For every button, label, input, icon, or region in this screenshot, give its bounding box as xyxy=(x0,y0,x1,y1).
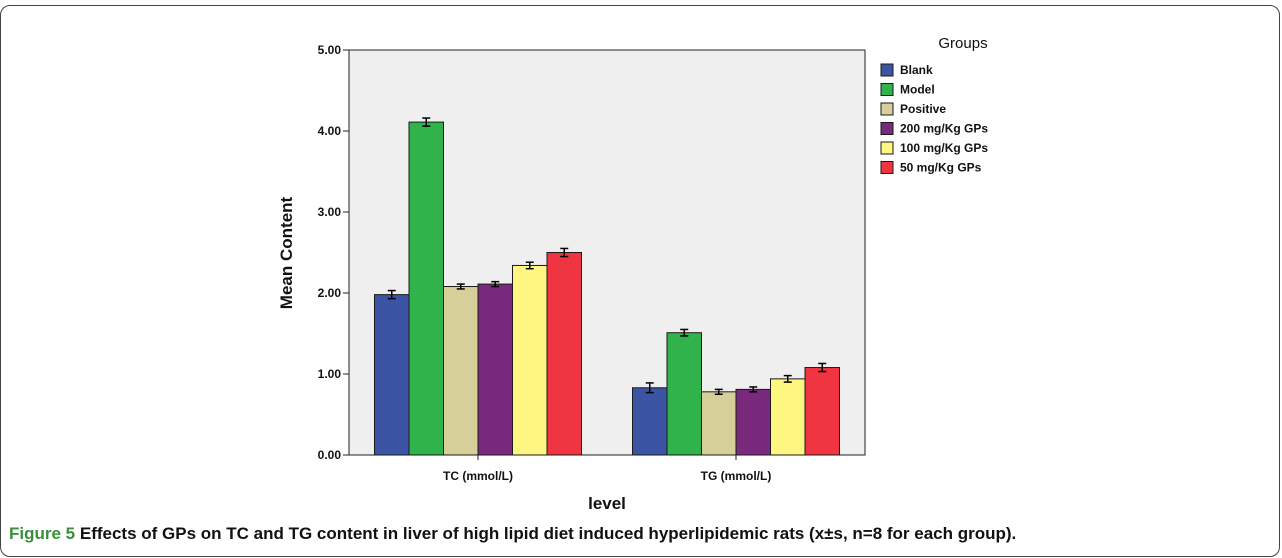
legend-swatch xyxy=(880,83,894,96)
legend-label: 50 mg/Kg GPs xyxy=(900,161,982,175)
legend-swatch xyxy=(880,122,894,135)
bar xyxy=(632,387,668,456)
bar xyxy=(512,264,548,456)
legend-label: Blank xyxy=(900,63,933,77)
y-axis: 0.00 1.00 2.00 3.00 4.00 5.00 xyxy=(318,43,349,462)
y-tick-label: 2.00 xyxy=(318,286,342,300)
x-tick-label: TC (mmol/L) xyxy=(443,469,513,483)
bar xyxy=(701,391,737,456)
x-axis: TC (mmol/L) TG (mmol/L) xyxy=(443,455,771,483)
y-tick-label: 0.00 xyxy=(318,448,342,462)
y-tick-label: 1.00 xyxy=(318,367,342,381)
bar-chart: 0.00 1.00 2.00 3.00 4.00 5.00 TC (mmol/L) TG (… xyxy=(277,35,988,513)
legend-label: 100 mg/Kg GPs xyxy=(900,141,988,155)
y-axis-label: Mean Content xyxy=(277,196,296,309)
y-tick-label: 4.00 xyxy=(318,124,342,138)
bar xyxy=(735,388,771,456)
bar xyxy=(546,252,582,456)
legend: Groups Blank Model Positive 200 mg/Kg GPs 10… xyxy=(880,35,988,175)
legend-swatch xyxy=(880,141,894,155)
bar xyxy=(477,283,513,456)
x-axis-label: level xyxy=(588,494,626,513)
y-tick-label: 5.00 xyxy=(318,43,342,57)
legend-swatch xyxy=(880,102,894,116)
bar xyxy=(374,294,410,456)
legend-label: Model xyxy=(900,83,935,97)
figure-frame: 0.00 1.00 2.00 3.00 4.00 5.00 TC (mmol/L) TG (… xyxy=(0,5,1280,557)
legend-label: Positive xyxy=(900,102,946,116)
bar xyxy=(408,121,444,456)
legend-label: 200 mg/Kg GPs xyxy=(900,122,988,136)
x-tick-label: TG (mmol/L) xyxy=(701,469,772,483)
caption-label: Figure 5 xyxy=(9,524,76,543)
bar xyxy=(666,332,702,456)
bars-group xyxy=(374,117,840,456)
bar xyxy=(443,286,479,456)
bar xyxy=(770,378,806,456)
legend-swatch xyxy=(880,161,894,174)
bar xyxy=(804,367,840,456)
legend-swatch xyxy=(880,63,894,77)
caption-text: Effects of GPs on TC and TG content in l… xyxy=(79,524,1017,543)
figure-caption: Figure 5 Effects of GPs on TC and TG con… xyxy=(9,524,1275,544)
y-tick-label: 3.00 xyxy=(318,205,342,219)
legend-title: Groups xyxy=(938,35,987,52)
